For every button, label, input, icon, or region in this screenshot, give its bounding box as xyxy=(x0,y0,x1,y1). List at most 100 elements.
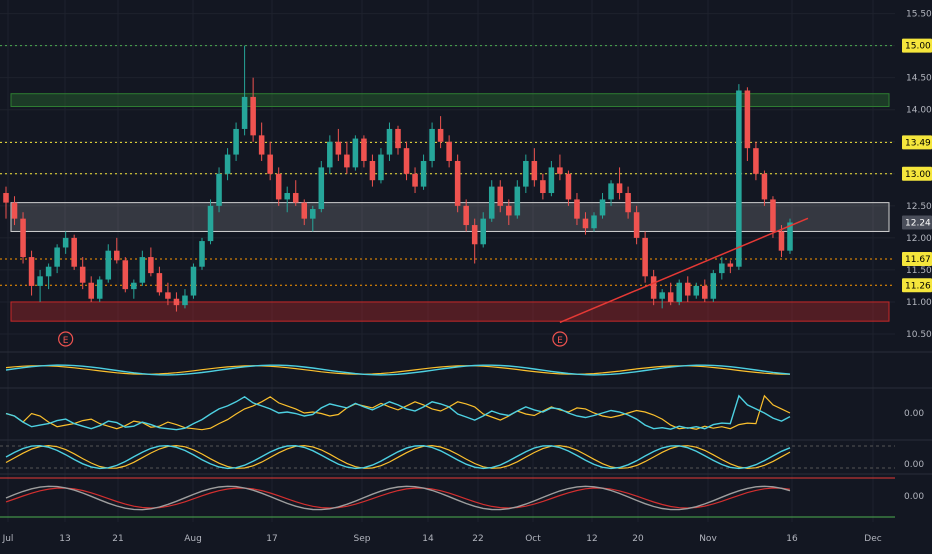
price-badge xyxy=(902,215,932,230)
candle-body xyxy=(258,135,265,155)
candle-body xyxy=(488,186,495,219)
time-tick-label: Dec xyxy=(864,534,881,544)
candle-body xyxy=(361,138,367,161)
earnings-marker xyxy=(58,331,74,347)
candle-body xyxy=(471,225,478,245)
candle-body xyxy=(497,186,504,206)
candle-body xyxy=(778,231,785,251)
candle-body xyxy=(667,292,674,302)
candle-body xyxy=(642,237,648,277)
candle-body xyxy=(506,205,512,216)
candle-body xyxy=(463,205,469,226)
zone-box xyxy=(10,301,890,322)
time-tick-label: 21 xyxy=(112,534,123,544)
candle-body xyxy=(301,202,308,219)
candle-body xyxy=(719,263,725,274)
earnings-marker-label: E xyxy=(63,336,69,346)
trendline[interactable] xyxy=(559,217,809,324)
candle-body xyxy=(352,138,359,168)
candle-body xyxy=(770,199,776,232)
candle-body xyxy=(420,160,427,187)
price-badge-label: 11.26 xyxy=(905,281,931,291)
candle-body xyxy=(11,202,18,219)
price-tick-label: 15.50 xyxy=(906,10,932,20)
time-tick-label: Aug xyxy=(184,534,202,544)
candle-body xyxy=(148,257,154,274)
candle-body xyxy=(574,199,580,219)
candle-body xyxy=(207,205,214,242)
candle-body xyxy=(267,154,273,174)
candle-body xyxy=(96,279,103,299)
candle-body xyxy=(744,90,751,149)
candle-body xyxy=(599,199,606,216)
candle-body xyxy=(753,148,759,174)
candle-body xyxy=(173,298,180,306)
candle-body xyxy=(224,154,231,174)
pane-axis-label: 0.00 xyxy=(904,409,924,419)
candle-body xyxy=(761,173,768,200)
price-badge xyxy=(902,38,932,53)
price-tick-label: 12.00 xyxy=(906,234,932,244)
price-badge-label: 13.00 xyxy=(905,170,931,180)
indicator-panes: 0.00 0.00 0.00 xyxy=(0,351,932,518)
candle-body xyxy=(233,128,239,155)
earnings-marker-label: E xyxy=(557,336,563,346)
candle-body xyxy=(318,167,325,210)
candle-body xyxy=(608,183,614,200)
candle-body xyxy=(369,160,376,181)
candle-body xyxy=(548,167,555,194)
candle-body xyxy=(437,128,444,142)
price-tick-label: 14.00 xyxy=(906,106,932,116)
candle-body xyxy=(429,128,435,161)
candle-body xyxy=(378,154,384,181)
candle-body xyxy=(480,218,486,245)
price-tick-label: 14.50 xyxy=(906,74,932,84)
candle-body xyxy=(727,263,734,267)
candle-body xyxy=(540,180,546,194)
candle-body xyxy=(310,209,316,219)
zone-box xyxy=(10,202,890,232)
candle-body xyxy=(241,96,248,129)
candle-body xyxy=(557,167,563,174)
price-tick-label: 11.00 xyxy=(906,298,932,308)
candle-body xyxy=(693,285,700,296)
time-tick-label: 13 xyxy=(59,534,70,544)
time-tick-label: 16 xyxy=(786,534,798,544)
candle-body xyxy=(71,237,77,267)
candle-body xyxy=(156,273,163,293)
candle-body xyxy=(412,173,418,187)
candle-body xyxy=(28,257,35,286)
candle-body xyxy=(54,247,60,267)
candle-body xyxy=(684,282,691,296)
candle-body xyxy=(284,193,290,200)
candle-body xyxy=(139,257,146,283)
candle-body xyxy=(710,273,717,299)
candle-body xyxy=(122,260,129,290)
candle-body xyxy=(45,266,52,277)
candle-body xyxy=(37,276,43,286)
pane-axis-label: 0.00 xyxy=(904,460,924,470)
zone-box xyxy=(10,93,890,108)
candle-body xyxy=(736,90,742,267)
candle-body xyxy=(633,212,640,238)
candle-body xyxy=(335,141,342,155)
candles xyxy=(3,45,793,312)
indicator-signal-line xyxy=(5,487,791,509)
time-axis[interactable]: Jul 13 21 Aug 17 Sep 14 22 Oct 12 20 Nov 16 Dec xyxy=(2,534,882,544)
candle-body xyxy=(591,215,597,229)
time-tick-label: 14 xyxy=(422,534,434,544)
candle-body xyxy=(565,173,572,200)
time-tick-label: 17 xyxy=(266,534,277,544)
indicator-signal-line xyxy=(5,444,791,470)
price-badge-label: 13.49 xyxy=(905,138,931,148)
candle-body xyxy=(582,218,589,229)
candle-body xyxy=(403,148,410,174)
candle-body xyxy=(250,96,256,136)
indicator-signal-line xyxy=(5,365,791,375)
time-tick-label: Oct xyxy=(525,534,541,544)
price-tick-label: 11.50 xyxy=(906,266,932,276)
candle-body xyxy=(20,218,26,258)
